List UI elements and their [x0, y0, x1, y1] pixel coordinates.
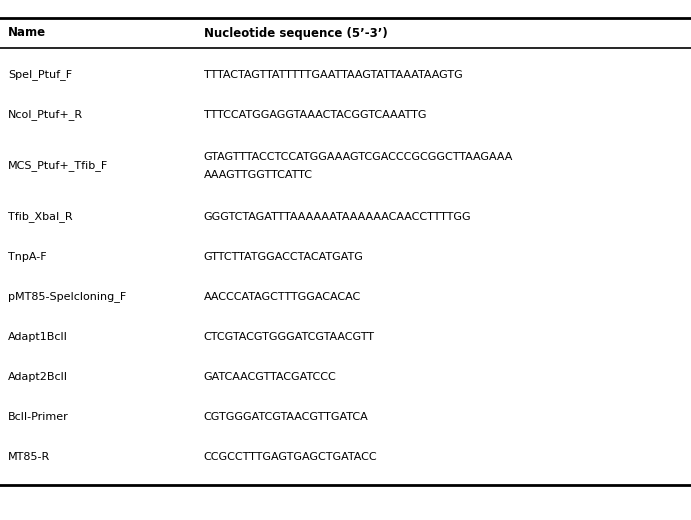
Text: TnpA-F: TnpA-F [8, 252, 47, 262]
Text: GGGTCTAGATTTAAAAAATAAAAAACAACCTTTTGG: GGGTCTAGATTTAAAAAATAAAAAACAACCTTTTGG [204, 212, 471, 222]
Text: GTTCTTATGGACCTACATGATG: GTTCTTATGGACCTACATGATG [204, 252, 363, 262]
Text: GATCAACGTTACGATCCC: GATCAACGTTACGATCCC [204, 372, 337, 382]
Text: Nucleotide sequence (5’-3’): Nucleotide sequence (5’-3’) [204, 27, 388, 40]
Text: AAAGTTGGTTCATTC: AAAGTTGGTTCATTC [204, 170, 313, 180]
Text: CCGCCTTTGAGTGAGCTGATACC: CCGCCTTTGAGTGAGCTGATACC [204, 452, 377, 462]
Text: GTAGTTTACCTCCATGGAAAGTCGACCCGCGGCTTAAGAAA: GTAGTTTACCTCCATGGAAAGTCGACCCGCGGCTTAAGAA… [204, 152, 513, 162]
Text: Name: Name [8, 27, 46, 40]
Text: NcoI_Ptuf+_R: NcoI_Ptuf+_R [8, 110, 84, 121]
Text: MCS_Ptuf+_Tfib_F: MCS_Ptuf+_Tfib_F [8, 161, 108, 172]
Text: Tfib_XbaI_R: Tfib_XbaI_R [8, 212, 73, 223]
Text: Adapt2BclI: Adapt2BclI [8, 372, 68, 382]
Text: BclI-Primer: BclI-Primer [8, 412, 69, 422]
Text: AACCCATAGCTTTGGACACAC: AACCCATAGCTTTGGACACAC [204, 292, 361, 302]
Text: TTTACTAGTTATTTTTGAATTAAGTATTAAATAAGTG: TTTACTAGTTATTTTTGAATTAAGTATTAAATAAGTG [204, 70, 462, 80]
Text: CTCGTACGTGGGATCGTAACGTT: CTCGTACGTGGGATCGTAACGTT [204, 332, 375, 342]
Text: CGTGGGATCGTAACGTTGATCA: CGTGGGATCGTAACGTTGATCA [204, 412, 368, 422]
Text: SpeI_Ptuf_F: SpeI_Ptuf_F [8, 70, 73, 81]
Text: TTTCCATGGAGGTAAACTACGGTCAAATTG: TTTCCATGGAGGTAAACTACGGTCAAATTG [204, 110, 426, 120]
Text: MT85-R: MT85-R [8, 452, 50, 462]
Text: Adapt1BclI: Adapt1BclI [8, 332, 68, 342]
Text: pMT85-SpeIcloning_F: pMT85-SpeIcloning_F [8, 292, 126, 303]
